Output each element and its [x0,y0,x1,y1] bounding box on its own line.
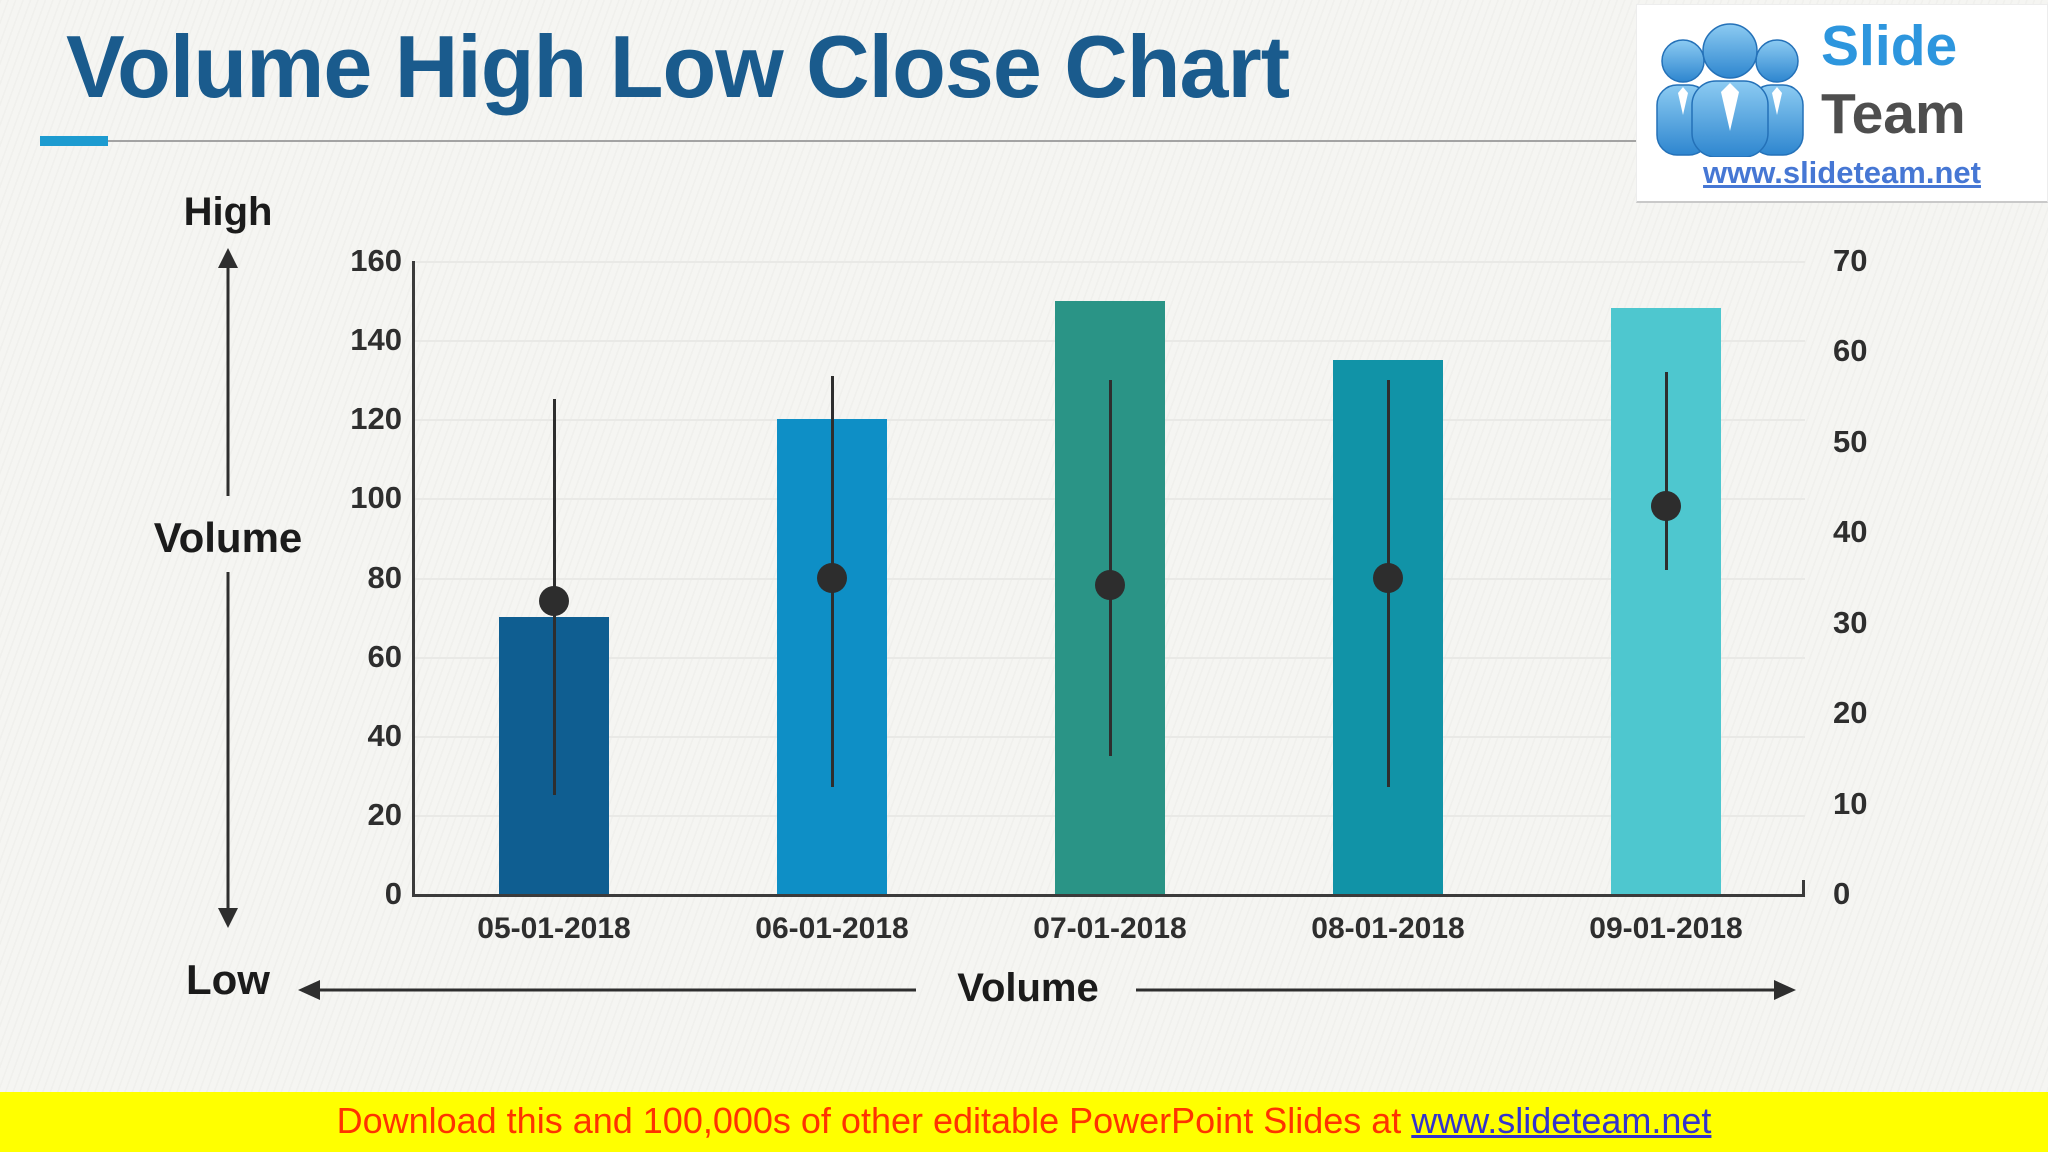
left-axis-tick-label: 140 [350,322,402,358]
x-axis-date-label: 07-01-2018 [1033,912,1187,945]
logo-url-link[interactable]: www.slideteam.net [1703,155,1981,190]
people-logo-icon [1656,23,1804,157]
volume-axis-label: Volume [153,514,303,561]
logo-brand-slide: Slide [1821,14,1958,78]
x-axis-date-label: 05-01-2018 [477,912,631,945]
left-axis-tick-label: 20 [367,796,402,832]
right-arrow-icon [1136,980,1796,1000]
close-marker-dot [539,586,569,617]
x-axis-date-label: 06-01-2018 [755,912,909,945]
promo-banner: Download this and 100,000s of other edit… [0,1092,2048,1152]
high-label: High [183,190,273,234]
right-axis-tick-label: 40 [1833,514,1868,550]
slideteam-logo: Slide Team www.slideteam.net [1636,4,2048,203]
right-axis-tick-label: 0 [1833,876,1851,911]
banner-link[interactable]: www.slideteam.net [1411,1100,1712,1141]
right-axis-tick-label: 50 [1833,423,1868,459]
left-axis-tick-label: 80 [367,559,402,595]
y-axis-line [412,261,415,897]
high-low-range-line [1108,379,1112,756]
x-axis-date-label: 08-01-2018 [1311,912,1465,945]
up-arrow-icon [218,248,238,496]
gridline [415,261,1805,263]
left-axis-tick-label: 100 [350,480,402,516]
logo-brand-team: Team [1821,82,1966,146]
x-axis-title: Volume [957,966,1099,1010]
right-axis-tick-label: 30 [1833,604,1868,640]
high-low-range-line [1664,371,1668,570]
left-axis-tick-label: 40 [367,717,402,753]
close-marker-dot [817,562,847,593]
left-axis-tick-label: 120 [350,401,402,437]
left-arrow-icon [298,980,916,1000]
page-title: Volume High Low Close Chart [66,17,1290,116]
title-divider-accent [40,136,108,146]
low-label: Low [186,956,270,1003]
right-axis-tick-label: 20 [1833,695,1868,731]
right-axis-tick [1802,880,1805,894]
right-axis-tick-label: 10 [1833,785,1868,821]
down-arrow-icon [218,572,238,928]
left-axis-tick-label: 60 [367,638,402,674]
right-axis-tick-label: 60 [1833,333,1868,369]
right-axis-tick-label: 70 [1833,243,1868,278]
banner-text: Download this and 100,000s of other edit… [336,1100,1412,1141]
x-axis-line [412,894,1805,897]
left-axis-tick-label: 0 [384,876,402,911]
close-marker-dot [1095,570,1125,601]
title-divider [40,140,2014,142]
left-axis-tick-label: 160 [350,243,402,278]
close-marker-dot [1651,491,1681,522]
close-marker-dot [1373,562,1403,593]
x-axis-date-label: 09-01-2018 [1589,912,1743,945]
